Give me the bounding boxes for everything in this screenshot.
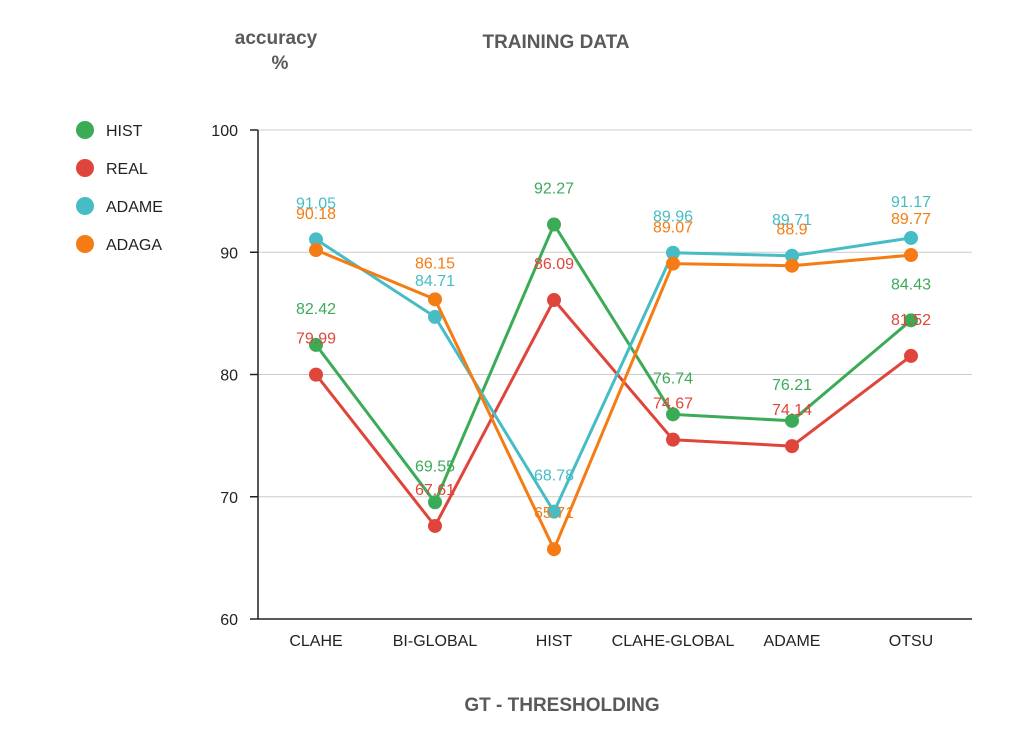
data-label-real-4: 74.14 (772, 402, 812, 419)
data-point-adaga-3 (666, 256, 680, 271)
data-point-real-3 (666, 432, 680, 447)
data-point-hist-1 (428, 495, 442, 510)
data-label-adame-1: 84.71 (415, 273, 455, 290)
data-point-real-2 (547, 293, 561, 308)
data-point-adame-1 (428, 309, 442, 324)
legend-marker-adaga (76, 235, 94, 253)
legend: HIST REAL ADAME ADAGA (76, 121, 163, 254)
data-point-hist-2 (547, 217, 561, 232)
data-point-hist-3 (666, 407, 680, 422)
data-label-adame-2: 68.78 (534, 468, 574, 485)
series-line-adame (315, 236, 912, 514)
data-point-hist-0 (309, 337, 323, 352)
legend-label-hist: HIST (106, 123, 143, 140)
data-point-adame-2 (547, 504, 561, 519)
x-tick-label-3: CLAHE-GLOBAL (612, 633, 735, 650)
data-label-adame-0: 91.05 (296, 195, 336, 212)
x-tick-label-1: BI-GLOBAL (393, 633, 478, 650)
y-axis-label-line1: accuracy (235, 28, 318, 49)
data-point-adaga-2 (547, 542, 561, 557)
data-point-real-4 (785, 439, 799, 454)
data-point-real-0 (309, 367, 323, 382)
data-label-adaga-0: 90.18 (296, 206, 336, 223)
data-label-real-2: 86.09 (534, 256, 574, 273)
data-label-hist-3: 76.74 (653, 370, 693, 387)
legend-marker-adame (76, 197, 94, 215)
x-tick-label-5: OTSU (889, 633, 933, 650)
data-label-hist-1: 69.55 (415, 458, 455, 475)
x-tick-label-0: CLAHE (289, 633, 342, 650)
data-label-hist-4: 76.21 (772, 377, 812, 394)
y-axis-label-line2: % (272, 53, 289, 74)
y-tick-label-0: 60 (220, 612, 238, 629)
legend-label-adaga: ADAGA (106, 237, 162, 254)
data-point-adame-0 (309, 232, 323, 247)
data-label-adaga-5: 89.77 (891, 211, 931, 228)
data-point-adaga-5 (904, 248, 918, 263)
chart-title: TRAINING DATA (482, 32, 629, 53)
data-label-real-3: 74.67 (653, 396, 693, 413)
data-label-adaga-4: 88.9 (776, 222, 807, 239)
x-axis-label: GT - THRESHOLDING (464, 695, 659, 716)
data-point-hist-5 (904, 313, 918, 328)
data-point-adaga-0 (309, 243, 323, 258)
data-labels: 82.42 69.55 92.27 76.74 76.21 84.43 79.99 67.61… (296, 180, 931, 522)
data-label-hist-5: 84.43 (891, 276, 931, 293)
x-tick-label-4: ADAME (764, 633, 821, 650)
data-label-hist-0: 82.42 (296, 301, 336, 318)
data-label-hist-2: 92.27 (534, 180, 574, 197)
data-label-adame-3: 89.96 (653, 209, 693, 226)
legend-marker-real (76, 159, 94, 177)
y-tick-label-4: 100 (211, 123, 238, 140)
series-group (309, 217, 918, 557)
legend-label-real: REAL (106, 161, 148, 178)
data-point-real-5 (904, 348, 918, 363)
data-label-adaga-3: 89.07 (653, 220, 693, 237)
data-point-hist-4 (785, 413, 799, 428)
series-line-real (314, 298, 912, 528)
legend-label-adame: ADAME (106, 199, 163, 216)
data-point-adaga-1 (428, 292, 442, 307)
data-label-adaga-2: 65.71 (534, 505, 574, 522)
data-point-adame-3 (666, 245, 680, 260)
data-point-adame-5 (904, 230, 918, 245)
data-point-adame-4 (785, 248, 799, 263)
data-label-adaga-1: 86.15 (415, 255, 455, 272)
data-label-adame-5: 91.17 (891, 194, 931, 211)
data-label-real-0: 79.99 (296, 331, 336, 348)
axes: 60 70 80 90 100 CLAHE BI-GLOBAL HIST CLAHE-GLOBA… (211, 123, 972, 650)
gridlines (258, 129, 972, 498)
y-tick-label-3: 90 (220, 245, 238, 262)
x-tick-label-2: HIST (536, 633, 573, 650)
legend-marker-hist (76, 121, 94, 139)
series-line-hist (314, 223, 912, 504)
y-tick-label-1: 70 (220, 490, 238, 507)
data-point-adaga-4 (785, 258, 799, 273)
data-label-adame-4: 89.71 (772, 212, 812, 229)
series-line-adaga (315, 248, 912, 551)
data-label-real-1: 67.61 (415, 482, 455, 499)
data-label-real-5: 81.52 (891, 312, 931, 329)
data-point-real-1 (428, 518, 442, 533)
y-tick-label-2: 80 (220, 368, 238, 385)
